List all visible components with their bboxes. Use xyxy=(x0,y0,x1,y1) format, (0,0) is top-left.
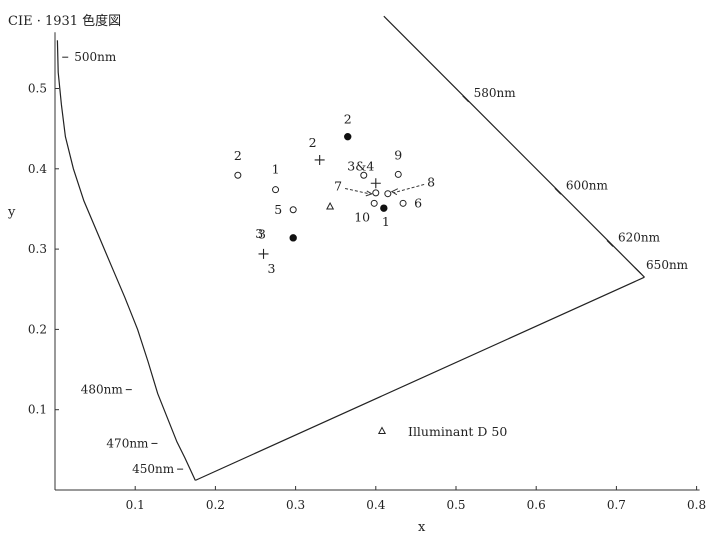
filled-circle-point xyxy=(344,132,352,141)
x-tick-label: 0.2 xyxy=(206,498,225,512)
wavelength-tick xyxy=(606,240,614,247)
arrowhead xyxy=(390,188,399,196)
wavelength-label-470nm: 470nm xyxy=(106,436,149,450)
wavelength-label-600nm: 600nm xyxy=(566,178,609,192)
filled-circle-point xyxy=(289,234,297,242)
triangle-point xyxy=(326,201,335,210)
open-circle-point xyxy=(360,171,368,179)
open-circle-point xyxy=(370,199,378,207)
y-tick-label: 0.3 xyxy=(28,242,47,256)
spectral-locus-red-edge xyxy=(383,15,645,278)
chart-title: CIE · 1931 色度図 xyxy=(8,13,121,29)
x-tick-label: 0.8 xyxy=(687,498,706,512)
x-tick-label: 0.3 xyxy=(286,498,305,512)
point-label: 3 xyxy=(268,261,276,276)
legend: Illuminant D 50 xyxy=(377,424,507,439)
axes: 0.1 0.2 0.3 0.4 0.5 0.6 0.7 0.8 0.1 0.2 0.3 0.4 0.5 xyxy=(28,32,706,512)
x-tick-label: 0.7 xyxy=(607,498,626,512)
y-tick-label: 0.1 xyxy=(28,403,47,417)
wavelength-label-500nm: 500nm xyxy=(74,50,117,64)
open-circle-point xyxy=(234,171,242,179)
plus-point xyxy=(314,154,325,165)
arrowhead xyxy=(365,190,373,197)
wavelength-tick xyxy=(554,187,562,195)
open-circle-point xyxy=(272,186,280,194)
point-label: 6 xyxy=(414,195,422,210)
open-circle-point xyxy=(399,199,407,207)
point-label: 1 xyxy=(382,214,390,229)
point-label: 10 xyxy=(354,209,370,224)
y-tick-label: 0.2 xyxy=(28,322,47,336)
x-tick-label: 0.4 xyxy=(366,498,385,512)
purple-line xyxy=(195,276,645,481)
wavelength-label-620nm: 620nm xyxy=(618,230,661,244)
wavelength-label-650nm: 650nm xyxy=(646,258,689,272)
point-label: 3&4 xyxy=(347,158,374,173)
open-circle-point xyxy=(394,170,402,178)
legend-label: Illuminant D 50 xyxy=(408,424,507,439)
point-label: 2 xyxy=(344,112,352,127)
plus-point xyxy=(258,248,269,259)
x-tick-label: 0.5 xyxy=(446,498,465,512)
wavelength-tick xyxy=(462,95,469,103)
open-circle-point xyxy=(372,189,380,197)
point-label: 1 xyxy=(272,162,280,177)
x-axis-title: x xyxy=(418,520,426,533)
spectral-locus xyxy=(56,40,196,481)
open-circle-point xyxy=(384,190,392,198)
point-label: 5 xyxy=(274,202,282,217)
point-label: 2 xyxy=(309,135,317,150)
annotation-label-3: 3 xyxy=(258,227,266,242)
wavelength-label-450nm: 450nm xyxy=(132,462,175,476)
y-tick-label: 0.4 xyxy=(28,162,47,176)
pointer-arrow xyxy=(393,183,425,194)
open-circle-point xyxy=(289,206,297,214)
point-label: 2 xyxy=(234,148,242,163)
wavelength-label-480nm: 480nm xyxy=(81,383,124,397)
plus-point xyxy=(370,178,381,189)
y-tick-label: 0.5 xyxy=(28,82,47,96)
wavelength-tick xyxy=(634,267,642,275)
annotation-label-7: 7 xyxy=(334,178,342,193)
filled-circle-point xyxy=(380,204,388,212)
x-tick-label: 0.1 xyxy=(126,498,145,512)
x-tick-label: 0.6 xyxy=(527,498,546,512)
wavelength-label-580nm: 580nm xyxy=(474,86,517,100)
y-axis-title: y xyxy=(7,205,16,220)
point-label: 9 xyxy=(394,147,402,162)
point-label: 3 xyxy=(255,226,263,241)
triangle-point xyxy=(377,426,387,434)
pointer-arrow xyxy=(344,187,370,195)
annotation-label-8: 8 xyxy=(427,174,435,189)
gamut-boundary: 500nm 480nm 470nm 450nm 580nm 600nm 620nm 650nm xyxy=(56,15,689,481)
